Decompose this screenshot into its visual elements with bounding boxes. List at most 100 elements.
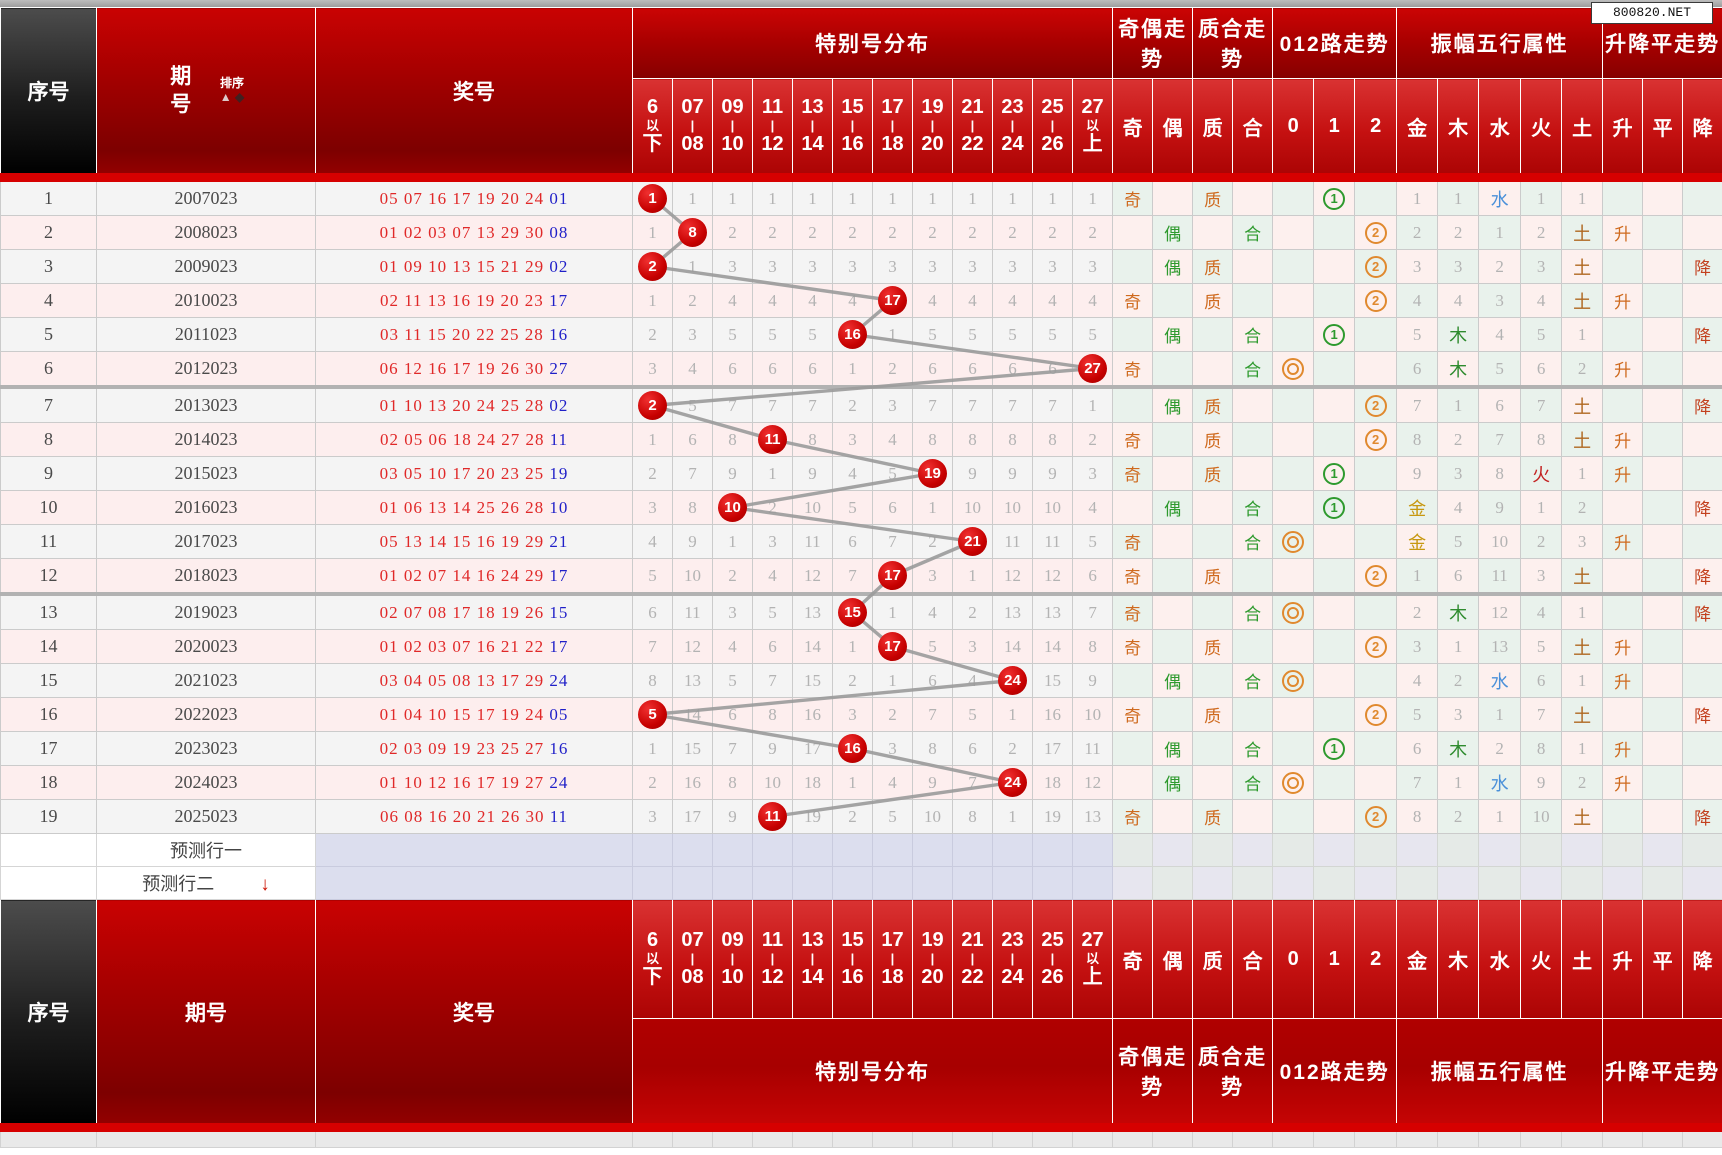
pred-trend-cell[interactable] [1192,833,1234,867]
dist-cell: 2 [632,386,673,423]
pred-prize-cell[interactable] [315,833,633,867]
pred-trend-cell[interactable] [1272,866,1315,900]
pred-dist-cell[interactable] [912,866,953,900]
dist-cell: 4 [632,524,673,559]
pred-dist-cell[interactable] [712,866,753,900]
updown-cell [1602,697,1644,732]
pred-trend-cell[interactable] [1396,833,1439,867]
pred-trend-cell[interactable] [1152,833,1194,867]
pred-trend-cell[interactable] [1561,866,1604,900]
pred-dist-cell[interactable] [992,866,1033,900]
dist-cell: 17 [792,731,833,766]
dist-cell: 2 [832,799,873,834]
element-cell: 1 [1561,663,1604,698]
prediction-row[interactable]: 预测行一 [0,833,1722,867]
dist-cell: 4 [992,283,1033,318]
pred-down-arrow-icon[interactable]: ↓ [260,874,270,895]
pred-label-cell[interactable]: 预测行一 [96,833,316,867]
pred-trend-cell[interactable] [1520,866,1563,900]
pred-label-cell[interactable]: 预测行二 ↓ [96,866,316,900]
pred-dist-cell[interactable] [832,833,873,867]
pred-dist-cell[interactable] [912,833,953,867]
pred-trend-cell[interactable] [1313,833,1356,867]
element-cell: 土 [1561,422,1604,457]
dist-cell: 3 [832,422,873,457]
pred-trend-cell[interactable] [1642,866,1684,900]
pred-dist-cell[interactable] [752,866,793,900]
pred-trend-cell[interactable] [1561,833,1604,867]
period-cell: 2024023 [96,765,316,800]
pred-dist-cell[interactable] [752,833,793,867]
pred-trend-cell[interactable] [1354,833,1398,867]
pred-dist-cell[interactable] [1032,833,1073,867]
pred-trend-cell[interactable] [1682,866,1722,900]
pred-dist-cell[interactable] [1032,866,1073,900]
pred-trend-cell[interactable] [1112,866,1154,900]
route-cell [1354,593,1398,630]
sort-desc-icon[interactable]: ◆ [235,89,245,104]
pred-trend-cell[interactable] [1354,866,1398,900]
pred-dist-cell[interactable] [792,833,833,867]
pred-dist-cell[interactable] [992,833,1033,867]
dist-cell: 13 [672,663,713,698]
pred-trend-cell[interactable] [1232,833,1274,867]
pred-dist-cell[interactable] [712,833,753,867]
pred-trend-cell[interactable] [1396,866,1439,900]
pred-dist-cell[interactable] [672,866,713,900]
pred-trend-cell[interactable] [1520,833,1563,867]
pred-trend-cell[interactable] [1602,833,1644,867]
prime-cell [1192,351,1234,389]
sort-asc-icon[interactable]: ▲ [219,89,232,104]
pred-trend-cell[interactable] [1232,866,1274,900]
dist-cell: 1 [832,351,873,389]
pred-prize-cell[interactable] [315,866,633,900]
dist-cell: 1 [832,765,873,800]
pred-trend-cell[interactable] [1602,866,1644,900]
pred-trend-cell[interactable] [1642,833,1684,867]
pred-dist-cell[interactable] [672,833,713,867]
prediction-row[interactable]: 预测行二 ↓ [0,866,1722,900]
even-cell [1152,456,1194,491]
pred-dist-cell[interactable] [872,866,913,900]
pred-trend-cell[interactable] [1112,833,1154,867]
pred-trend-cell[interactable] [1313,866,1356,900]
route-cell [1272,422,1315,457]
special-number: 05 [549,704,569,724]
dist-cell: 1 [1032,177,1073,216]
top-strip [0,0,1722,7]
pred-dist-cell[interactable] [632,833,673,867]
dist-cell: 6 [712,697,753,732]
dist-cell: 8 [632,663,673,698]
pred-trend-cell[interactable] [1478,866,1522,900]
ud-group-footer: 升降平走势 [1602,1018,1722,1132]
pred-dist-cell[interactable] [872,833,913,867]
dist-cell: 5 [912,629,953,664]
updown-cell [1642,490,1684,525]
pred-dist-cell[interactable] [1071,866,1114,900]
pred-trend-cell[interactable] [1192,866,1234,900]
pred-trend-cell[interactable] [1272,833,1315,867]
seq-cell: 1 [0,177,97,216]
pred-trend-cell[interactable] [1437,833,1480,867]
pred-dist-cell[interactable] [632,866,673,900]
updown-cell: 升 [1602,456,1644,491]
period-header[interactable]: 期号 排序 ▲ ◆ [96,7,316,182]
pred-trend-cell[interactable] [1437,866,1480,900]
element-cell: 2 [1437,215,1480,250]
dist-cell: 1 [832,177,873,216]
pred-trend-cell[interactable] [1478,833,1522,867]
sort-widget[interactable]: 排序 ▲ ◆ [220,77,244,103]
prize-cell: 02 11 13 16 19 20 23 17 [315,283,633,318]
pred-dist-cell[interactable] [1071,833,1114,867]
pred-trend-cell[interactable] [1152,866,1194,900]
updown-cell [1642,663,1684,698]
pred-dist-cell[interactable] [952,833,993,867]
pred-trend-cell[interactable] [1682,833,1722,867]
dist-col-header: 19 | 20 [912,78,953,182]
element-cell: 1 [1437,629,1480,664]
pred-dist-cell[interactable] [952,866,993,900]
even-cell: 偶 [1152,317,1194,352]
pred-dist-cell[interactable] [792,866,833,900]
special-ball: 11 [758,425,787,454]
pred-dist-cell[interactable] [832,866,873,900]
